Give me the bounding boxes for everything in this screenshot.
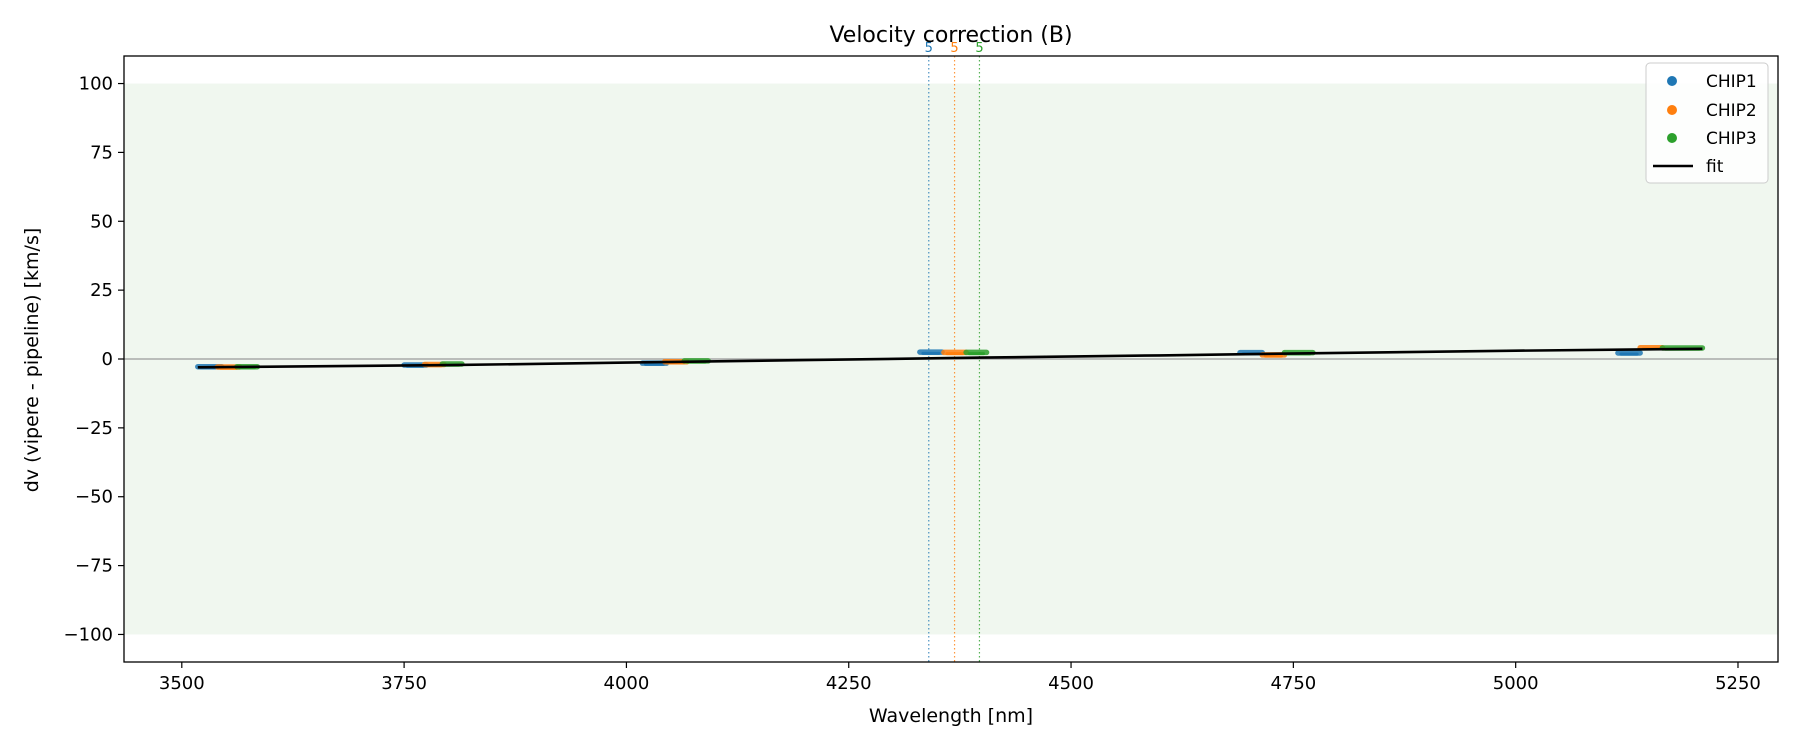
x-axis-label: Wavelength [nm]	[869, 705, 1033, 727]
y-tick-label-0: 0	[102, 349, 113, 370]
legend-label-chip1: CHIP1	[1706, 72, 1757, 92]
y-tick-label-25: 25	[90, 280, 113, 301]
x-tick-label-5000: 5000	[1493, 673, 1539, 694]
legend-box	[1645, 62, 1769, 184]
chart-title: Velocity correction (B)	[829, 23, 1072, 48]
legend-label-chip3: CHIP3	[1706, 129, 1757, 149]
y-axis-label: dv (vipere - pipeline) [km/s]	[21, 228, 43, 493]
x-tick-label-4000: 4000	[604, 673, 650, 694]
y-tick-label--75: −75	[75, 556, 113, 577]
chip3-segment-4	[963, 349, 990, 356]
y-tick-label--100: −100	[64, 624, 113, 645]
order-marker-label-2: 5	[950, 41, 958, 56]
x-tick-label-3750: 3750	[381, 673, 427, 694]
x-tick-label-4750: 4750	[1270, 673, 1316, 694]
y-tick-label-75: 75	[90, 142, 113, 163]
ticks-layer: 3500 3750 4000 4250 4500 4750 5000 5250 −100 −75 −…	[64, 74, 1761, 694]
chip2-segment-4	[941, 349, 969, 356]
legend-marker-chip1	[1667, 76, 1677, 86]
legend-label-chip2: CHIP2	[1706, 101, 1757, 121]
legend-entry-chip1: CHIP1	[1667, 72, 1757, 92]
legend-marker-chip3	[1667, 133, 1677, 143]
x-tick-label-5250: 5250	[1715, 673, 1761, 694]
fit-line	[197, 347, 1703, 369]
legend-entry-fit: fit	[1653, 157, 1724, 177]
order-marker-label-3: 5	[975, 41, 983, 56]
x-tick-label-4500: 4500	[1048, 673, 1094, 694]
x-tick-label-3500: 3500	[159, 673, 205, 694]
legend-entry-chip2: CHIP2	[1667, 101, 1757, 121]
legend: CHIP1 CHIP2 CHIP3 fit	[1645, 62, 1769, 184]
y-tick-label--25: −25	[75, 418, 113, 439]
y-tick-label-100: 100	[79, 74, 113, 95]
legend-entry-chip3: CHIP3	[1667, 129, 1757, 149]
x-tick-label-4250: 4250	[826, 673, 872, 694]
y-tick-label-50: 50	[90, 211, 113, 232]
y-tick-label--50: −50	[75, 487, 113, 508]
order-marker-label-1: 5	[925, 41, 933, 56]
legend-marker-chip2	[1667, 105, 1677, 115]
legend-label-fit: fit	[1706, 157, 1724, 177]
order-markers-layer: 5 5 5	[925, 41, 984, 662]
fit-line-layer	[197, 347, 1703, 369]
chip1-segment-6	[1615, 350, 1643, 356]
chip1-segment-4	[917, 349, 945, 355]
